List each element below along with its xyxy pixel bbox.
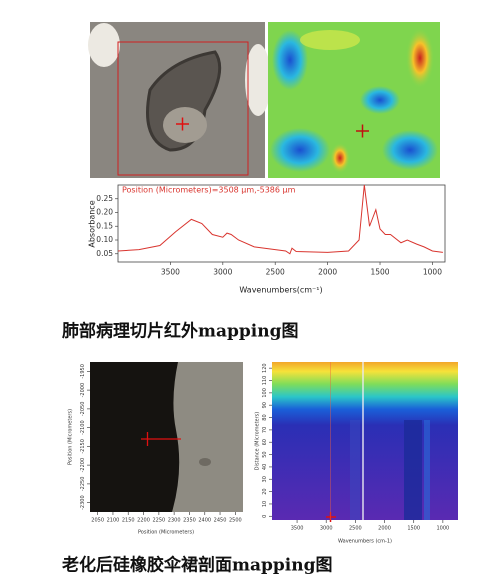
x-tick-label: 2200 (137, 518, 150, 524)
x-axis-label: Position (Micrometers) (138, 530, 194, 536)
x-axis-label: Wavenumbers(cm⁻¹) (239, 286, 322, 295)
y-tick-label: -2250 (80, 477, 86, 492)
x-axis-label: Wavenumbers (cm-1) (338, 539, 392, 545)
y-tick-label: -2100 (80, 420, 86, 435)
spectrum-line (117, 184, 443, 255)
x-tick-label: 2000 (318, 268, 337, 277)
y-tick-label: 0.10 (96, 235, 113, 244)
x-tick-label: 2000 (378, 526, 391, 532)
y-tick-label: 0.15 (96, 221, 113, 230)
x-tick-label: 3000 (213, 268, 232, 277)
x-tick-label: 1000 (436, 526, 449, 532)
y-tick-label: -1950 (80, 364, 86, 379)
y-tick-label: -2300 (80, 495, 86, 510)
x-tick-label: 1500 (370, 268, 389, 277)
x-tick-label: 2400 (198, 518, 211, 524)
y-tick-label: -2050 (80, 402, 86, 417)
x-tick-label: 3000 (320, 526, 333, 532)
x-tick-label: 2500 (229, 518, 242, 524)
y-tick-label: 20 (262, 488, 268, 494)
y-tick-label: 110 (262, 376, 268, 386)
y-tick-label: 70 (262, 427, 268, 433)
caption: 肺部病理切片红外mapping图 (62, 321, 298, 342)
y-tick-label: 80 (262, 414, 268, 420)
heatmap-2 (272, 362, 458, 522)
y-tick-label: -2000 (80, 383, 86, 398)
micrograph-1 (88, 22, 271, 178)
spectrum-chart: Position (Micrometers)=3508 µm,-5386 µm … (88, 184, 446, 295)
y-tick-label: 10 (262, 501, 268, 507)
micrograph-2 (90, 362, 243, 512)
x-tick-label: 2300 (168, 518, 181, 524)
y-tick-label: 60 (262, 439, 268, 445)
x-tick-label: 1500 (407, 526, 420, 532)
x-tick-label: 2250 (152, 518, 165, 524)
y-tick-label: 0.05 (96, 249, 113, 258)
spectrum-title: Position (Micrometers)=3508 µm,-5386 µm (122, 186, 296, 195)
y-tick-label: -2150 (80, 439, 86, 454)
y-tick-label: -2200 (80, 458, 86, 473)
x-tick-label: 2450 (214, 518, 227, 524)
y-tick-label: 100 (262, 388, 268, 398)
y-tick-label: 120 (262, 363, 268, 373)
x-tick-label: 2050 (91, 518, 104, 524)
micrograph-axes: Position (Micrometers) Position (Microme… (68, 364, 242, 535)
x-tick-label: 2350 (183, 518, 196, 524)
y-tick-label: 0.25 (96, 194, 113, 203)
y-tick-label: 50 (262, 451, 268, 457)
caption: 老化后硅橡胶伞裙剖面mapping图 (61, 555, 332, 576)
x-tick-label: 3500 (161, 268, 180, 277)
y-tick-label: 90 (262, 402, 268, 408)
x-tick-label: 2150 (122, 518, 135, 524)
y-tick-label: 40 (262, 464, 268, 470)
y-tick-label: 30 (262, 476, 268, 482)
y-axis-label: Position (Micrometers) (68, 409, 74, 465)
x-tick-label: 2500 (266, 268, 285, 277)
x-tick-label: 3500 (291, 526, 304, 532)
map-axes: Wavenumbers (cm-1) Distance (Micrometers… (255, 363, 450, 544)
plot-frame (117, 184, 446, 263)
x-tick-label: 2100 (107, 518, 120, 524)
x-tick-label: 2500 (349, 526, 362, 532)
heatmap-1 (268, 22, 440, 178)
y-tick-label: 0.20 (96, 208, 113, 217)
y-axis-label: Distance (Micrometers) (255, 412, 261, 471)
y-axis-label: Absorbance (88, 200, 97, 247)
x-tick-label: 1000 (423, 268, 442, 277)
y-tick-label: 0 (262, 515, 268, 518)
